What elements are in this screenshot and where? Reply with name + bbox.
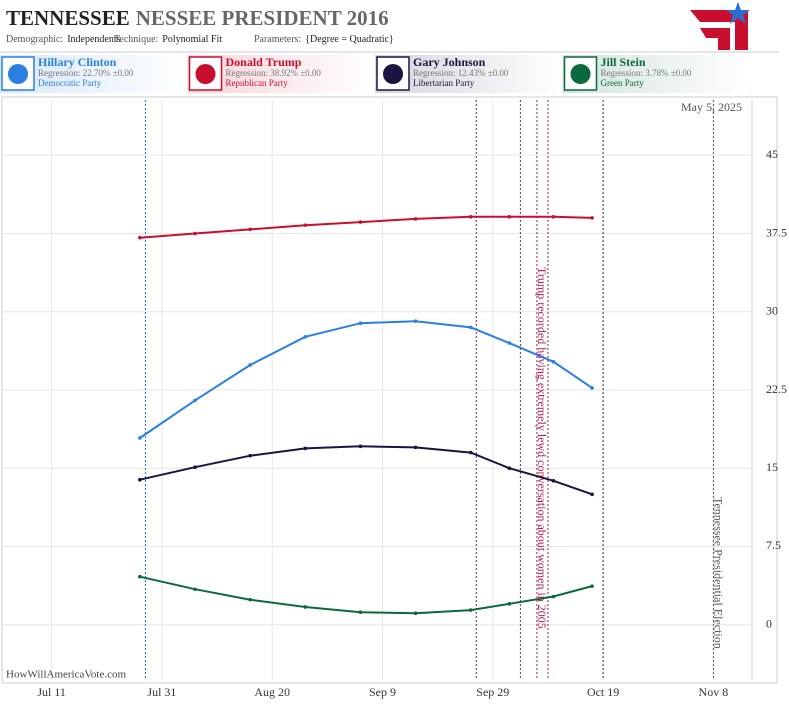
x-tick-label: Aug 20 [254, 685, 290, 699]
point [303, 446, 308, 451]
point [303, 223, 308, 227]
legend-icon-mark [570, 64, 591, 84]
point [468, 450, 473, 455]
y-tick-label: 0 [766, 616, 772, 630]
point [193, 398, 197, 403]
legend-icon-mark [195, 64, 216, 84]
param-key: Demographic: [6, 34, 63, 45]
legend-party: Democratic Party [38, 78, 102, 88]
point [468, 325, 473, 330]
title-part: TENNESSEE [6, 6, 130, 30]
point [138, 235, 142, 240]
y-tick-label: 22.5 [766, 382, 787, 396]
param-value: {Degree = Quadratic} [305, 34, 394, 45]
point [358, 444, 363, 449]
legend-name: Hillary Clinton [38, 55, 117, 69]
y-tick-label: 15 [766, 460, 778, 474]
point [413, 319, 418, 323]
legend-name: Gary Johnson [413, 55, 486, 69]
legend-regression: Regression: 3.78% ±0.00 [601, 68, 692, 78]
legend-party: Libertarian Party [413, 78, 475, 88]
point [303, 605, 308, 609]
point [507, 215, 512, 219]
point [413, 445, 418, 450]
legend-party: Republican Party [226, 78, 289, 88]
point [507, 341, 512, 345]
param-key: Technique: [114, 34, 158, 45]
logo [690, 2, 750, 50]
param-value: Independents [67, 34, 120, 45]
series-line [139, 215, 593, 239]
x-tick-label: Jul 31 [147, 685, 176, 699]
point [138, 574, 142, 579]
legend-regression: Regression: 12.43% ±0.00 [413, 68, 509, 78]
param: Technique: Polynomial Fit [114, 34, 222, 45]
point [303, 334, 308, 339]
param: Demographic: Independents [6, 34, 121, 45]
point [507, 602, 512, 606]
point [413, 217, 418, 221]
point [193, 465, 197, 469]
point [138, 477, 142, 482]
y-tick-label: 30 [766, 304, 778, 318]
x-tick-label: Sep 9 [369, 685, 396, 699]
point [590, 584, 594, 588]
point [248, 363, 252, 367]
annotation: Tennessee Presidential Election [712, 497, 726, 649]
legend-regression: Regression: 38.92% ±0.00 [226, 68, 322, 78]
legend-icon-mark [8, 64, 28, 84]
point [590, 386, 594, 390]
param: Parameters: {Degree = Quadratic} [254, 34, 394, 45]
point [358, 610, 363, 614]
point [551, 478, 556, 483]
point [193, 587, 197, 592]
point [248, 227, 252, 232]
param-value: Polynomial Fit [162, 34, 222, 45]
y-tick-label: 45 [766, 147, 778, 161]
point [413, 611, 418, 616]
x-tick-label: Nov 8 [699, 685, 729, 699]
point [358, 321, 363, 326]
point [468, 608, 473, 612]
x-tick-label: Oct 19 [587, 685, 619, 699]
title-part: NESSEE PRESIDENT 2016 [136, 6, 389, 30]
x-tick-label: Jul 11 [37, 685, 66, 699]
point [590, 492, 594, 497]
point [358, 220, 363, 224]
annotation: Trump recorded having extremely lewd con… [535, 267, 549, 629]
point [590, 216, 594, 220]
watermark: HowWillAmericaVote.com [6, 669, 126, 681]
y-tick-label: 37.5 [766, 225, 787, 239]
point [468, 215, 473, 219]
point [551, 594, 556, 599]
series-line [139, 445, 593, 496]
series-line [139, 320, 593, 439]
point [507, 466, 512, 471]
legend-party: Green Party [601, 78, 645, 88]
point [248, 453, 252, 458]
x-tick-label: Sep 29 [476, 685, 509, 699]
param-key: Parameters: [254, 34, 301, 45]
date-label: May 5, 2025 [681, 100, 742, 114]
point [551, 215, 556, 219]
legend-icon-mark [383, 64, 403, 84]
title: TENNESSEE NESSEE PRESIDENT 2016 [6, 6, 389, 30]
series-line [139, 575, 593, 615]
point [193, 231, 197, 236]
legend-regression: Regression: 22.70% ±0.00 [38, 68, 134, 78]
y-tick-label: 7.5 [766, 538, 781, 552]
legend-name: Donald Trump [226, 55, 302, 69]
point [138, 436, 142, 440]
point [551, 360, 556, 364]
legend-name: Jill Stein [601, 55, 646, 69]
point [248, 597, 252, 602]
